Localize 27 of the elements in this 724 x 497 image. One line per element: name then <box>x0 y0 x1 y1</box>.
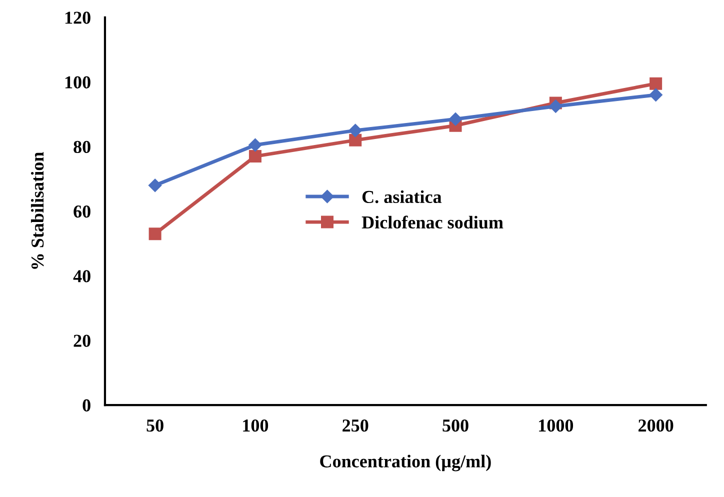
legend-label: Diclofenac sodium <box>362 216 504 229</box>
x-tick-label: 100 <box>243 419 268 432</box>
point <box>248 150 262 163</box>
x-tick-label: 500 <box>442 419 468 432</box>
point <box>649 88 662 102</box>
point <box>650 77 662 90</box>
y-tick-label: 40 <box>73 270 90 282</box>
y-tick-label: 0 <box>82 399 90 412</box>
x-axis-title: Concentration (µg/ml) <box>320 454 491 472</box>
y-tick-label: 120 <box>65 12 90 24</box>
x-tick-label: 1000 <box>539 419 574 432</box>
y-tick-label: 20 <box>74 334 90 347</box>
y-tick-label: 100 <box>65 76 90 88</box>
point <box>349 134 362 146</box>
point <box>549 100 562 113</box>
point <box>148 178 162 192</box>
y-tick-label: 80 <box>74 140 90 154</box>
legend-label: C. asiatica <box>362 190 442 204</box>
x-tick-label: 50 <box>146 419 164 432</box>
point <box>248 138 262 152</box>
x-tick-label: 250 <box>342 419 368 432</box>
point <box>148 228 162 240</box>
y-tick-label: 60 <box>74 205 90 218</box>
x-tick-label: 2000 <box>638 419 674 432</box>
point <box>448 112 462 126</box>
y-axis-title: % Stabilisation <box>30 152 44 269</box>
point <box>348 124 362 138</box>
